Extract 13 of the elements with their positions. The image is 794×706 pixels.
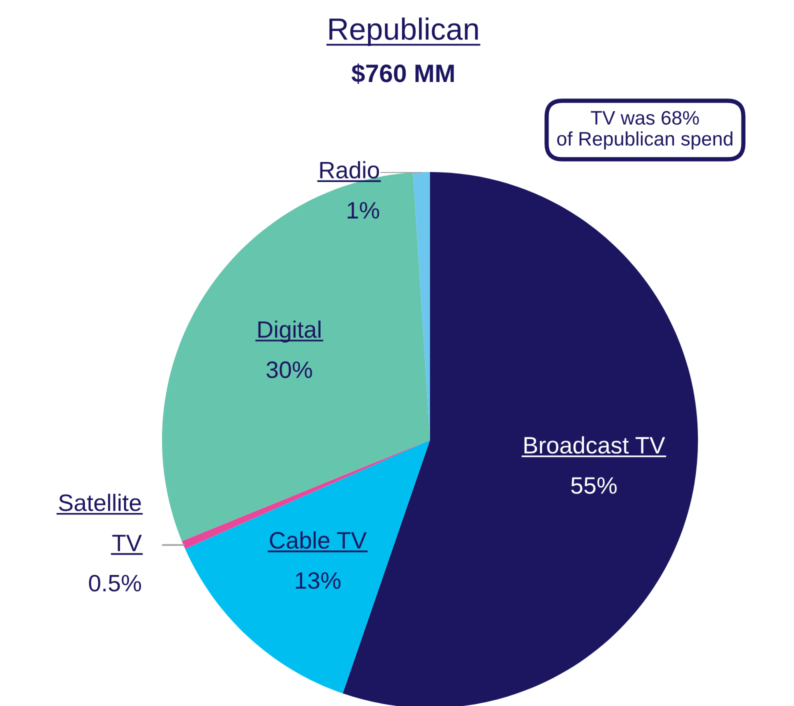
data-label: 1%: [348, 202, 380, 219]
slice-label: Digital: [258, 320, 320, 343]
data-label: 13%: [296, 572, 341, 589]
chart-subtitle: $760 MM: [352, 63, 454, 84]
chart-title: Republican: [329, 18, 478, 46]
data-label: 55%: [571, 477, 617, 494]
data-label: 0.5%: [88, 574, 142, 592]
data-label: 30%: [266, 361, 312, 378]
text: TV was 68% of Republican spend: [557, 110, 732, 150]
slice-label: Satellite TV: [58, 494, 142, 552]
slice-label: Broadcast TV: [524, 436, 666, 454]
slice-label: Radio: [320, 161, 380, 178]
slice-label: Cable TV: [270, 531, 367, 549]
